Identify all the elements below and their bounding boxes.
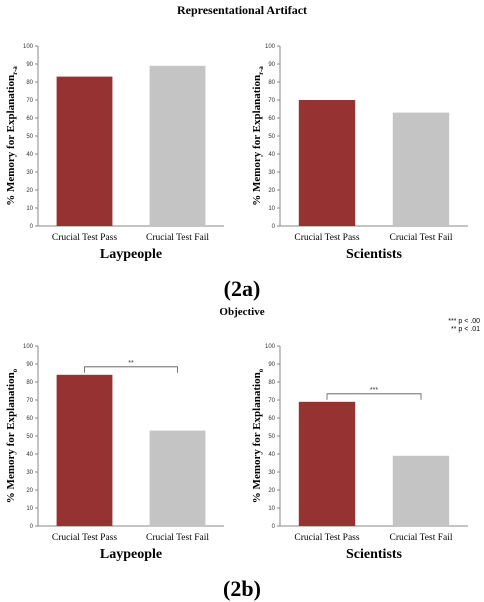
y-tick-label: 80 [268,380,275,386]
bar-fail [149,430,206,526]
y-tick-label: 90 [26,362,33,368]
significance-note-2-star: ** p < .01 [451,326,480,333]
y-tick-label: 20 [268,488,275,494]
y-tick-label: 40 [26,452,33,458]
y-tick-label: 30 [268,470,275,476]
x-tick-label: Crucial Test Pass [52,533,117,543]
y-tick-label: 90 [268,362,275,368]
y-tick-label: 0 [30,524,34,530]
y-tick-label: 60 [268,116,275,122]
y-tick-label: 30 [26,170,33,176]
y-tick-label: 70 [26,98,33,104]
y-tick-label: 100 [265,44,276,50]
y-tick-label: 30 [268,170,275,176]
y-tick-label: 40 [268,152,275,158]
y-tick-label: 50 [26,434,33,440]
y-tick-label: 50 [26,134,33,140]
y-tick-label: 0 [272,224,276,230]
y-tick-label: 30 [26,470,33,476]
x-tick-label: Crucial Test Pass [52,233,117,243]
y-tick-label: 100 [23,44,34,50]
y-tick-label: 80 [268,80,275,86]
y-tick-label: 20 [26,188,33,194]
y-tick-label: 10 [268,506,275,512]
bar-fail [392,455,450,526]
y-tick-label: 10 [26,506,33,512]
bar-fail [149,65,206,226]
y-tick-label: 80 [26,380,33,386]
bar-pass [56,76,113,226]
chart-2a-scientists: 0 10 20 30 40 50 60 70 80 90 100 % Memory for Expla… [251,44,468,262]
x-tick-label: Crucial Test Fail [146,533,209,543]
y-axis-label: % Memory for Explanationo [5,368,19,503]
y-tick-label: 10 [26,206,33,212]
significance-marker: ** [128,360,134,367]
y-tick-label: 0 [30,224,34,230]
panel-label-2b: (2b) [223,576,261,601]
bar-fail [392,112,450,226]
significance-marker: *** [370,387,378,394]
y-tick-label: 20 [268,188,275,194]
y-tick-label: 60 [26,416,33,422]
panel-label-2a: (2a) [223,276,261,301]
y-tick-label: 60 [268,416,275,422]
y-tick-label: 60 [26,116,33,122]
chart-2b-laypeople: 0 10 20 30 40 50 60 70 80 90 100 % Memory for Expla… [5,344,224,562]
chart-2a-laypeople: 0 10 20 30 40 50 60 70 80 90 100 % Memory for Expla… [5,44,224,262]
y-tick-label: 70 [26,398,33,404]
x-tick-label: Crucial Test Fail [389,233,452,243]
chart-2b-scientists: 0 10 20 30 40 50 60 70 80 90 100 % Memory for Expla… [251,344,468,562]
significance-note-3-star: *** p < .00 [448,318,480,325]
significance-legend: *** p < .00 ** p < .01 [448,318,480,334]
y-tick-label: 40 [26,152,33,158]
y-tick-label: 0 [272,524,276,530]
bar-pass [298,100,356,226]
y-tick-label: 50 [268,434,275,440]
y-tick-label: 20 [26,488,33,494]
y-tick-label: 10 [268,206,275,212]
group-label: Scientists [346,247,403,262]
figure-title-2a: Representational Artifact [176,3,308,17]
x-tick-label: Crucial Test Pass [294,233,359,243]
x-tick-label: Crucial Test Fail [146,233,209,243]
y-tick-label: 50 [268,134,275,140]
y-tick-label: 70 [268,98,275,104]
y-tick-label: 100 [23,344,34,350]
bar-pass [56,374,113,526]
y-tick-label: 90 [26,62,33,68]
group-label: Laypeople [100,547,162,562]
x-tick-label: Crucial Test Pass [294,533,359,543]
y-tick-label: 80 [26,80,33,86]
y-tick-label: 90 [268,62,275,68]
group-label: Laypeople [100,247,162,262]
y-axis-label: % Memory for Explanationr-a [5,66,19,206]
significance-bracket [326,393,422,400]
y-axis-label: % Memory for Explanationo [251,368,265,503]
figure-title-2b: Objective [219,306,265,318]
y-axis-label: % Memory for Explanationr-a [251,66,265,206]
bar-pass [298,401,356,526]
y-tick-label: 100 [265,344,276,350]
group-label: Scientists [346,547,403,562]
significance-bracket [84,366,178,373]
y-tick-label: 40 [268,452,275,458]
x-tick-label: Crucial Test Fail [389,533,452,543]
y-tick-label: 70 [268,398,275,404]
